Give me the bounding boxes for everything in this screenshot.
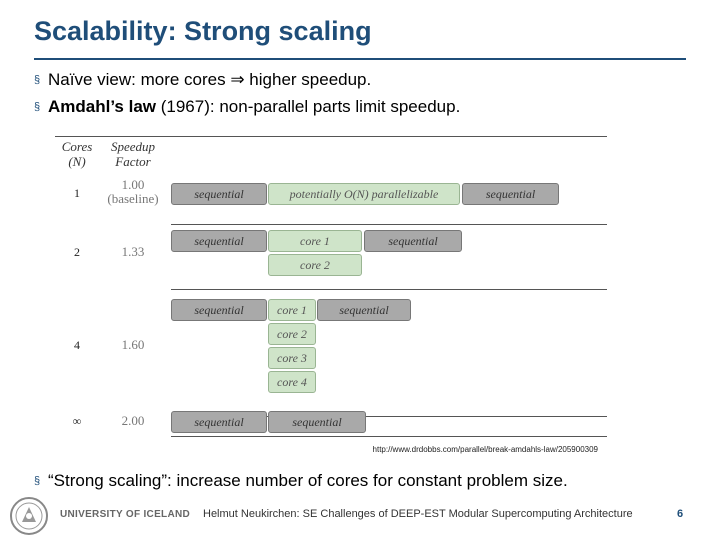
bullet-text: “Strong scaling”: increase number of cor…	[48, 471, 568, 490]
parallel-block: core 1	[268, 299, 316, 321]
bullet-mark: §	[34, 475, 41, 487]
sequential-block: sequential	[171, 411, 267, 433]
row-speedup-factor: 2.00	[121, 413, 145, 428]
sequential-block: sequential	[171, 230, 267, 252]
row-separator	[171, 436, 607, 437]
row-speedup-factor: 1.60	[121, 337, 145, 352]
row-speedup-factor: 1.00 (baseline)	[107, 177, 159, 206]
parallel-block: core 3	[268, 347, 316, 369]
page-number: 6	[677, 508, 684, 520]
parallel-block: potentially O(N) parallelizable	[268, 183, 460, 205]
parallel-block: core 4	[268, 371, 316, 393]
row-separator	[171, 224, 607, 225]
sequential-block: sequential	[462, 183, 559, 205]
amdahl-diagram: Cores (N) Speedup Factor 1 1.00 (baseline) se…	[55, 133, 610, 458]
row-cores-value: 1	[74, 186, 80, 200]
sequential-block: sequential	[364, 230, 462, 252]
footer-text: Helmut Neukirchen: SE Challenges of DEEP…	[203, 508, 633, 520]
row-cores-value: ∞	[72, 414, 82, 428]
sequential-block: sequential	[171, 183, 267, 205]
header-speedup: Speedup Factor	[110, 139, 156, 169]
row-cores-value: 4	[74, 338, 80, 352]
row-separator	[171, 416, 607, 417]
bullet-naive-view: § Naïve view: more cores ⇒ higher speedup…	[34, 70, 371, 90]
bullet-bold-term: Amdahl’s law	[48, 97, 157, 116]
bullet-amdahl: § Amdahl’s law (1967): non-parallel parts…	[34, 97, 460, 117]
parallel-block: core 2	[268, 323, 316, 345]
parallel-block: core 1	[268, 230, 362, 252]
row-cores-value: 2	[74, 245, 80, 259]
parallel-block: core 2	[268, 254, 362, 276]
sequential-block: sequential	[317, 299, 411, 321]
slide-title: Scalability: Strong scaling	[34, 16, 372, 46]
bullet-text: Naïve view: more cores ⇒ higher speedup.	[48, 70, 372, 89]
university-seal-logo	[10, 497, 48, 535]
header-cores: Cores (N)	[61, 139, 93, 169]
bullet-text: (1967): non-parallel parts limit speedup…	[156, 97, 461, 116]
row-separator	[171, 289, 607, 290]
title-divider	[34, 58, 686, 60]
sequential-block: sequential	[268, 411, 366, 433]
source-link[interactable]: http://www.drdobbs.com/parallel/break-am…	[372, 445, 598, 454]
bullet-mark: §	[34, 101, 41, 113]
row-speedup-factor: 1.33	[121, 244, 145, 259]
diagram-top-rule	[55, 136, 607, 137]
sequential-block: sequential	[171, 299, 267, 321]
bullet-strong-scaling: § “Strong scaling”: increase number of co…	[34, 471, 568, 491]
bullet-mark: §	[34, 74, 41, 86]
footer-university: UNIVERSITY OF ICELAND	[60, 509, 191, 520]
